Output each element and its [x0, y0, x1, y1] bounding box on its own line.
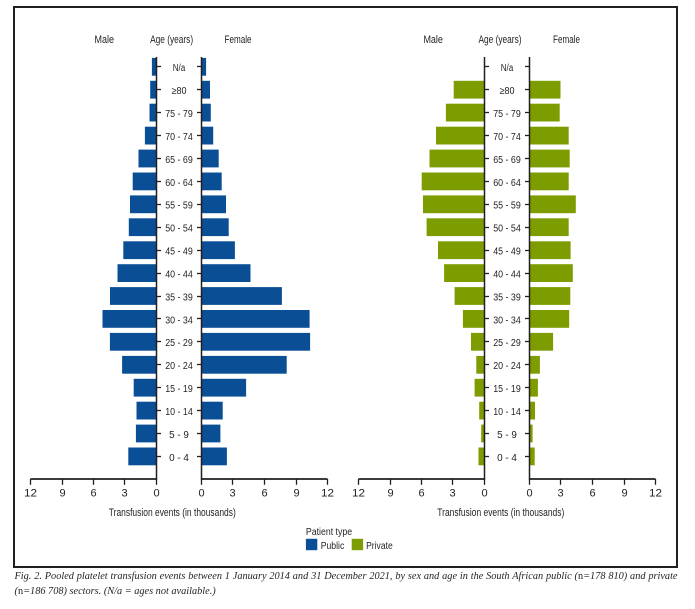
svg-text:6: 6: [261, 488, 267, 500]
svg-text:40 - 44: 40 - 44: [493, 270, 521, 281]
svg-text:45 - 49: 45 - 49: [165, 247, 193, 258]
svg-text:50 - 54: 50 - 54: [165, 224, 193, 235]
svg-text:Male: Male: [95, 34, 115, 46]
svg-text:60 - 64: 60 - 64: [493, 178, 521, 189]
svg-text:N/a: N/a: [501, 63, 514, 74]
svg-text:20 - 24: 20 - 24: [165, 361, 193, 372]
svg-text:6: 6: [589, 488, 595, 500]
svg-text:55 - 59: 55 - 59: [165, 201, 193, 212]
svg-text:25 - 29: 25 - 29: [165, 338, 193, 349]
svg-text:35 - 39: 35 - 39: [165, 292, 193, 303]
svg-text:15 - 19: 15 - 19: [493, 384, 521, 395]
svg-text:0 - 4: 0 - 4: [497, 453, 517, 464]
svg-text:60 - 64: 60 - 64: [165, 178, 193, 189]
svg-text:0: 0: [153, 488, 159, 500]
svg-text:9: 9: [387, 488, 393, 500]
svg-text:20 - 24: 20 - 24: [493, 361, 521, 372]
svg-text:65 - 69: 65 - 69: [165, 155, 193, 166]
svg-text:9: 9: [621, 488, 627, 500]
svg-text:Patient type: Patient type: [306, 527, 353, 538]
svg-text:3: 3: [121, 488, 127, 500]
svg-text:30 - 34: 30 - 34: [165, 315, 193, 326]
svg-text:50 - 54: 50 - 54: [493, 224, 521, 235]
svg-text:Age (years): Age (years): [150, 34, 193, 46]
svg-text:6: 6: [418, 488, 424, 500]
svg-text:12: 12: [24, 488, 37, 500]
svg-text:65 - 69: 65 - 69: [493, 155, 521, 166]
svg-text:75 - 79: 75 - 79: [165, 109, 193, 120]
svg-text:45 - 49: 45 - 49: [493, 247, 521, 258]
svg-text:Female: Female: [553, 34, 580, 46]
svg-text:≥80: ≥80: [500, 86, 515, 97]
svg-text:75 - 79: 75 - 79: [493, 109, 521, 120]
svg-text:5 - 9: 5 - 9: [497, 430, 517, 441]
svg-text:70 - 74: 70 - 74: [493, 132, 521, 143]
svg-text:Public: Public: [321, 541, 345, 552]
svg-text:Transfusion events (in thousan: Transfusion events (in thousands): [109, 507, 236, 519]
svg-text:3: 3: [557, 488, 563, 500]
svg-text:9: 9: [59, 488, 65, 500]
svg-text:30 - 34: 30 - 34: [493, 315, 521, 326]
svg-text:70 - 74: 70 - 74: [165, 132, 193, 143]
svg-text:0: 0: [198, 488, 204, 500]
svg-text:55 - 59: 55 - 59: [493, 201, 521, 212]
svg-text:Age (years): Age (years): [479, 34, 522, 46]
svg-text:N/a: N/a: [173, 63, 186, 74]
svg-text:12: 12: [649, 488, 662, 500]
svg-text:0: 0: [526, 488, 532, 500]
svg-text:0: 0: [481, 488, 487, 500]
svg-text:Female: Female: [225, 34, 252, 46]
svg-text:15 - 19: 15 - 19: [165, 384, 193, 395]
svg-text:Transfusion events (in thousan: Transfusion events (in thousands): [437, 507, 564, 519]
svg-text:5 - 9: 5 - 9: [169, 430, 189, 441]
svg-text:≥80: ≥80: [172, 86, 187, 97]
svg-text:6: 6: [90, 488, 96, 500]
svg-text:35 - 39: 35 - 39: [493, 292, 521, 303]
svg-text:40 - 44: 40 - 44: [165, 270, 193, 281]
svg-text:Male: Male: [423, 34, 443, 46]
svg-text:3: 3: [449, 488, 455, 500]
svg-text:0 - 4: 0 - 4: [169, 453, 189, 464]
svg-text:25 - 29: 25 - 29: [493, 338, 521, 349]
svg-text:Private: Private: [366, 541, 393, 552]
svg-text:12: 12: [352, 488, 365, 500]
svg-text:10 - 14: 10 - 14: [493, 407, 521, 418]
svg-text:10 - 14: 10 - 14: [165, 407, 193, 418]
svg-text:12: 12: [321, 488, 334, 500]
svg-text:9: 9: [293, 488, 299, 500]
svg-text:3: 3: [229, 488, 235, 500]
